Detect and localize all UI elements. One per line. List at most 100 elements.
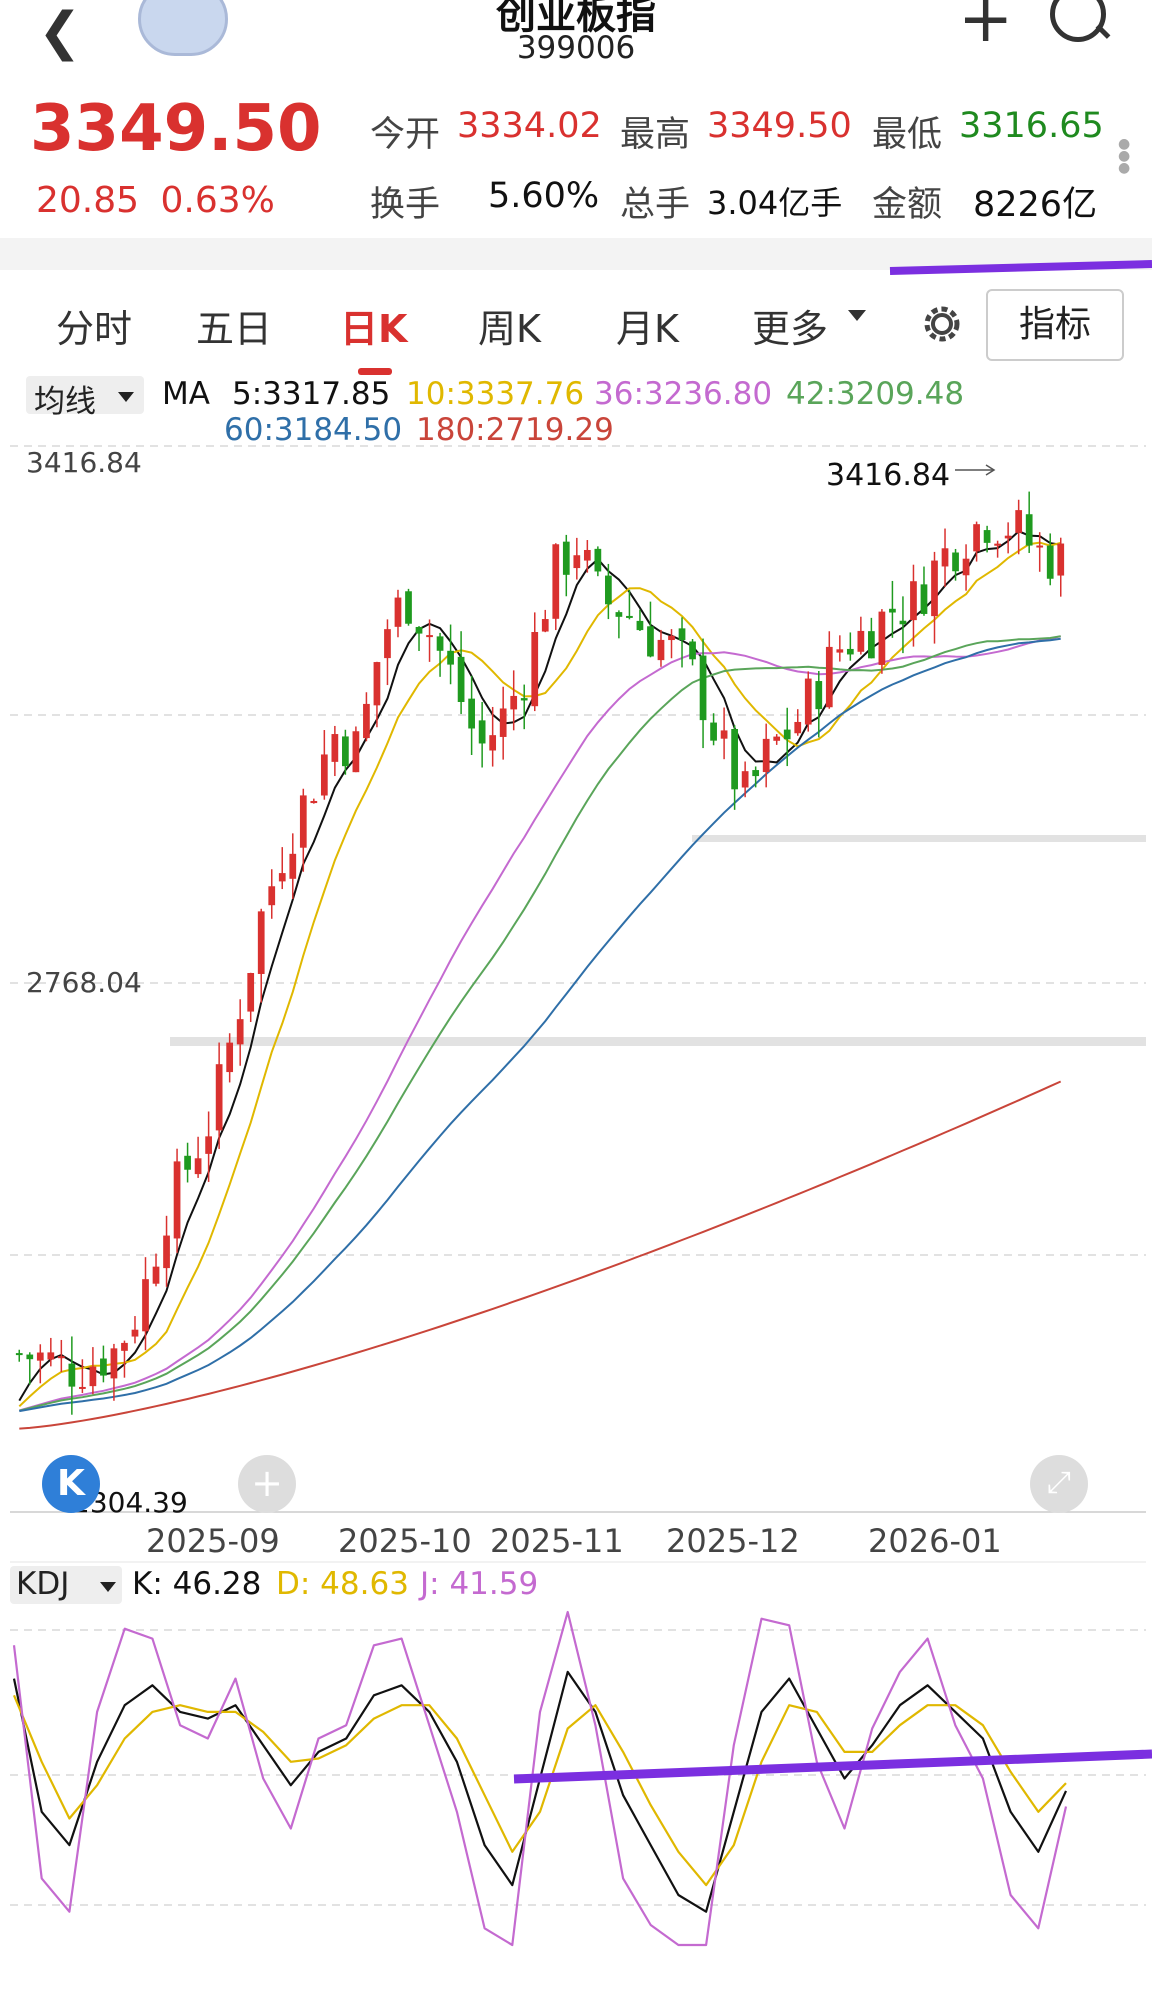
candle-body [783, 729, 791, 740]
zoom-in-icon[interactable]: + [238, 1455, 296, 1513]
amount-value: 8226亿 [973, 185, 1098, 225]
candle-body [426, 635, 433, 638]
ma36-line [19, 635, 1061, 1412]
candle-body [720, 730, 728, 739]
search-icon[interactable] [1050, 0, 1106, 42]
kdj-selector-label: KDJ [16, 1566, 70, 1602]
candle-body [520, 698, 528, 701]
candle-body [415, 626, 423, 634]
turnover-label: 换手 [370, 185, 441, 225]
ma5-line [18, 530, 1061, 1402]
low-value: 3316.65 [959, 106, 1104, 146]
candle-body [825, 646, 833, 708]
candle-body [373, 662, 381, 706]
candle-body [247, 972, 255, 1012]
candle-body [447, 650, 454, 665]
change-value: 20.85 [36, 180, 140, 221]
candle-body [278, 873, 286, 882]
candle-body [215, 1064, 223, 1131]
kdj-k-label: K: 46.28 [132, 1566, 262, 1602]
tab-more[interactable]: 更多 [752, 307, 829, 351]
tab-intraday[interactable]: 分时 [56, 307, 133, 351]
ma5-label: 5:3317.85 [232, 376, 391, 412]
plus-icon[interactable]: + [958, 0, 1014, 57]
candle-body [184, 1155, 191, 1170]
caret-down-icon[interactable] [848, 310, 866, 321]
candle-body [994, 543, 1001, 546]
candle-body [910, 581, 917, 621]
date-label: 2026-01 [868, 1522, 1002, 1560]
candle-body [983, 530, 991, 543]
indicator-button[interactable]: 指标 [986, 289, 1124, 361]
candle-body [899, 620, 907, 625]
candle-body [710, 722, 717, 741]
date-label: 2025-10 [338, 1522, 472, 1560]
candle-body [605, 575, 612, 605]
candle-body [699, 655, 707, 721]
candle-body [205, 1136, 212, 1154]
candle-body [678, 628, 686, 641]
candle-body [299, 795, 307, 848]
candle-body [142, 1279, 149, 1332]
candle-body [941, 548, 949, 567]
candle-body [36, 1352, 44, 1361]
candlestick-chart[interactable] [0, 370, 1152, 2002]
high-marker-label: 3416.84 [826, 458, 951, 493]
change-percent: 0.63% [160, 180, 275, 221]
candle-body [920, 584, 928, 614]
kdj-d-label: D: 48.63 [276, 1566, 409, 1602]
candle-body [384, 629, 391, 659]
kdj-selector[interactable]: KDJ [10, 1566, 122, 1604]
candle-body [741, 771, 749, 788]
candle-body [952, 552, 959, 572]
candle-body [647, 626, 654, 657]
candle-body [731, 729, 738, 790]
high-marker-arrowhead [985, 464, 996, 476]
candle-body [931, 560, 938, 617]
candle-body [268, 886, 276, 906]
purple-annotation-top [889, 260, 1152, 275]
ma10-line [18, 541, 1061, 1408]
candle-body [15, 1353, 23, 1356]
kdj-d-line [12, 1694, 1067, 1887]
tab-weekly-k[interactable]: 周K [478, 307, 541, 351]
candle-body [468, 698, 475, 729]
candle-body [352, 731, 360, 773]
candle-body [541, 619, 549, 632]
candle-body [68, 1363, 76, 1387]
more-dots-icon[interactable]: ● ● ● [1118, 136, 1131, 176]
tab-monthly-k[interactable]: 月K [616, 307, 679, 351]
expand-icon[interactable]: ⤢ [1030, 1455, 1088, 1513]
candle-body [626, 615, 633, 618]
avatar[interactable] [138, 0, 228, 56]
candle-body [79, 1386, 86, 1389]
tab-five-day[interactable]: 五日 [196, 307, 273, 351]
date-label: 2025-09 [146, 1522, 280, 1560]
caret-down-icon [118, 392, 134, 402]
candle-body [815, 681, 823, 710]
candle-body [1036, 545, 1044, 548]
candle-body [1057, 543, 1065, 576]
candle-body [762, 738, 770, 773]
candle-body [973, 524, 980, 552]
open-value: 3334.02 [457, 106, 602, 146]
active-tab-indicator [358, 368, 392, 375]
candle-body [457, 656, 465, 702]
candle-body [173, 1161, 181, 1239]
candle-body [436, 636, 444, 651]
ma180-line [19, 1080, 1062, 1430]
candle-body [889, 608, 896, 613]
candle-body [1015, 510, 1023, 533]
candle-body [846, 648, 854, 655]
tab-daily-k[interactable]: 日K [340, 307, 408, 351]
ma-selector[interactable]: 均线 [26, 376, 144, 420]
candle-body [405, 591, 412, 624]
k-logo-icon[interactable]: K [42, 1455, 100, 1513]
back-chevron-icon[interactable]: ❮ [38, 2, 82, 62]
candle-body [878, 611, 886, 665]
ma36-label: 36:3236.80 [594, 376, 773, 412]
divider [0, 238, 1152, 270]
ma10-label: 10:3337.76 [406, 376, 585, 412]
gear-icon[interactable] [918, 300, 966, 348]
candle-body [657, 639, 665, 661]
